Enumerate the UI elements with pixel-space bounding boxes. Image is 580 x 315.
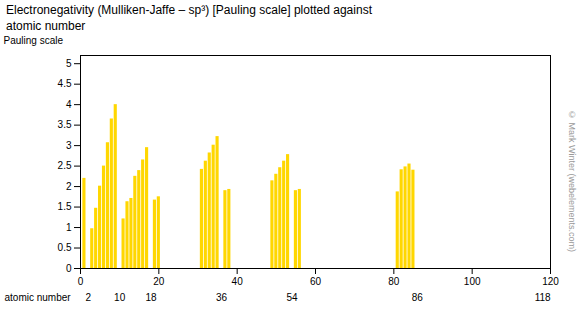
svg-text:100: 100 bbox=[464, 276, 481, 287]
svg-text:2: 2 bbox=[86, 292, 92, 303]
svg-text:0: 0 bbox=[78, 276, 84, 287]
html-text:Electronegativity (Mulliken-Ja: Electronegativity (Mulliken-Jaffe – sp³)… bbox=[6, 3, 372, 33]
svg-text:120: 120 bbox=[542, 276, 559, 287]
svg-text:40: 40 bbox=[232, 276, 244, 287]
svg-text:2: 2 bbox=[66, 181, 72, 192]
svg-text:3: 3 bbox=[66, 140, 72, 151]
svg-text:60: 60 bbox=[310, 276, 322, 287]
svg-text:0.5: 0.5 bbox=[58, 242, 72, 253]
svg-text:86: 86 bbox=[412, 292, 424, 303]
svg-text:10: 10 bbox=[114, 292, 126, 303]
svg-text:Pauling scale: Pauling scale bbox=[4, 35, 64, 46]
svg-text:20: 20 bbox=[153, 276, 165, 287]
svg-text:36: 36 bbox=[216, 292, 228, 303]
svg-text:118: 118 bbox=[535, 292, 551, 303]
svg-text:3.5: 3.5 bbox=[58, 119, 72, 130]
svg-text:1.5: 1.5 bbox=[58, 201, 72, 212]
svg-text:2.5: 2.5 bbox=[58, 160, 72, 171]
svg-text:54: 54 bbox=[286, 292, 298, 303]
svg-text:4: 4 bbox=[66, 99, 72, 110]
svg-text:4.5: 4.5 bbox=[58, 78, 72, 89]
svg-text:80: 80 bbox=[388, 276, 400, 287]
html-text:© Mark Winter (webelements.com: © Mark Winter (webelements.com) bbox=[567, 110, 577, 252]
svg-text:5: 5 bbox=[66, 58, 72, 69]
svg-text:0: 0 bbox=[66, 263, 72, 274]
svg-text:18: 18 bbox=[145, 292, 157, 303]
svg-text:1: 1 bbox=[66, 222, 72, 233]
svg-text:atomic number: atomic number bbox=[5, 292, 72, 303]
